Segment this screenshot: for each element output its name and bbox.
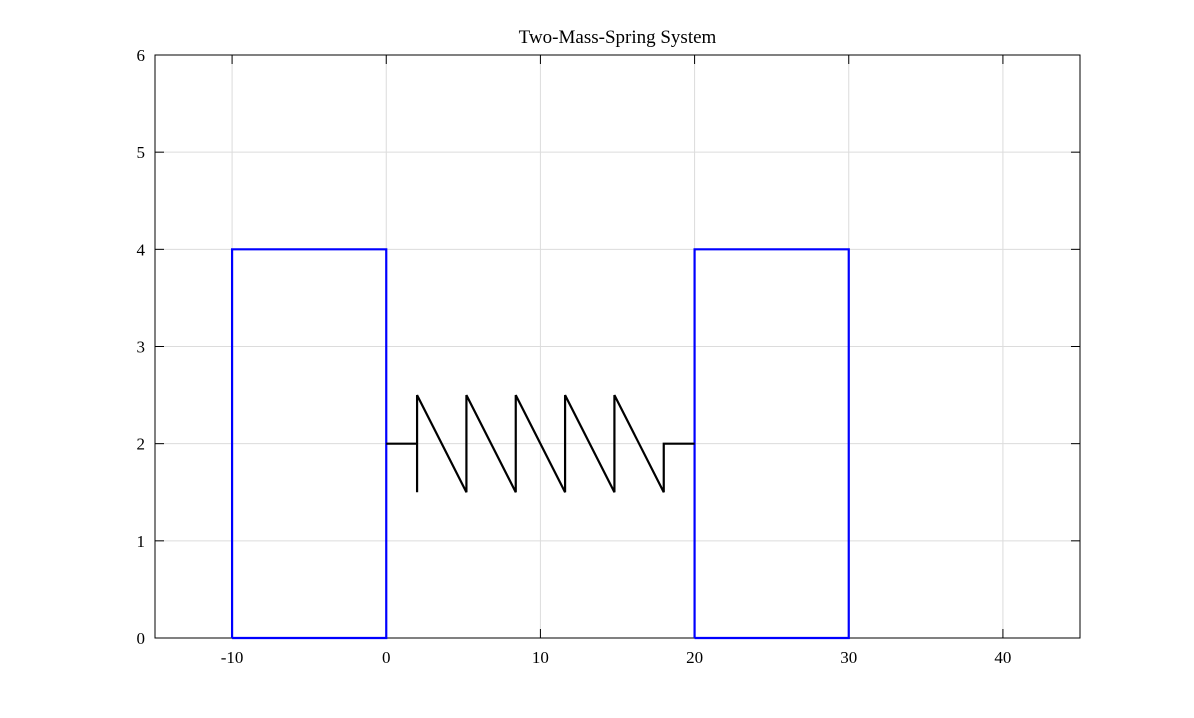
y-tick-label: 1 (137, 532, 146, 551)
x-tick-label: 0 (382, 648, 391, 667)
y-tick-labels: 0 1 2 3 4 5 6 (137, 46, 146, 648)
y-tick-label: 5 (137, 143, 146, 162)
x-tick-labels: -10 0 10 20 30 40 (221, 648, 1012, 667)
x-tick-label: 20 (686, 648, 703, 667)
y-tick-label: 3 (137, 338, 146, 357)
y-tick-label: 2 (137, 435, 146, 454)
series (230, 248, 850, 640)
chart-title: Two-Mass-Spring System (519, 27, 717, 48)
y-tick-label: 4 (137, 240, 146, 259)
y-tick-label: 6 (137, 46, 146, 65)
mass-outline-line (693, 248, 850, 640)
x-tick-label: 10 (532, 648, 549, 667)
x-tick-label: 40 (994, 648, 1011, 667)
grid (155, 54, 1080, 639)
mass-outline-line (230, 248, 388, 640)
y-tick-label: 0 (137, 629, 146, 648)
x-tick-label: 30 (840, 648, 857, 667)
spring-line (386, 394, 695, 493)
x-tick-label: -10 (221, 648, 244, 667)
